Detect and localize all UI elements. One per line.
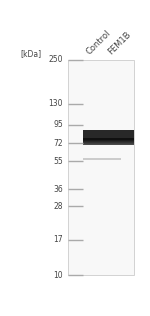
Text: 36: 36 xyxy=(53,185,63,194)
Text: FEM1B: FEM1B xyxy=(106,30,133,57)
Text: [kDa]: [kDa] xyxy=(20,50,41,58)
Text: 72: 72 xyxy=(53,139,63,148)
Bar xyxy=(83,130,134,145)
Bar xyxy=(83,144,134,145)
Text: Control: Control xyxy=(84,29,112,57)
Bar xyxy=(83,140,134,141)
Bar xyxy=(68,60,134,275)
Bar xyxy=(83,141,134,142)
Text: 250: 250 xyxy=(48,55,63,64)
Text: 17: 17 xyxy=(53,235,63,244)
Bar xyxy=(83,130,134,138)
Text: 28: 28 xyxy=(53,202,63,211)
Bar xyxy=(83,142,134,143)
Text: 10: 10 xyxy=(53,271,63,280)
Text: 130: 130 xyxy=(48,99,63,108)
Bar xyxy=(83,143,134,144)
Bar xyxy=(83,158,121,160)
Text: 95: 95 xyxy=(53,120,63,129)
Text: 55: 55 xyxy=(53,157,63,166)
